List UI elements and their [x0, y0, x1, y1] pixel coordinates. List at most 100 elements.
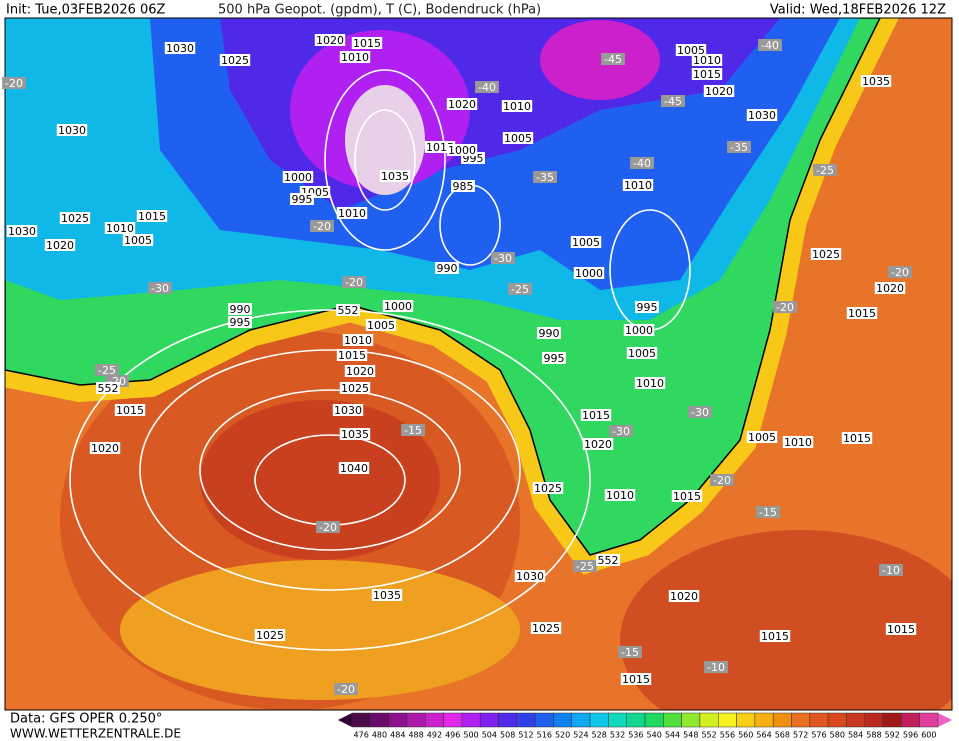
isobar-label: 985	[453, 180, 474, 193]
colorbar-swatch	[772, 712, 792, 728]
height-label: 552	[338, 304, 359, 317]
temperature-label: -35	[536, 171, 554, 184]
isobar-label-box	[573, 267, 605, 279]
isobar-label: 1020	[46, 239, 74, 252]
colorbar-swatch	[443, 712, 463, 728]
height-label-box	[336, 304, 360, 316]
colorbar-label: 524	[573, 731, 588, 740]
isobar-label: 1035	[862, 75, 890, 88]
isobar-label: 1010	[503, 100, 531, 113]
isobar-label-box	[782, 436, 814, 448]
isobar-label-box	[114, 404, 146, 416]
temperature-label: -20	[713, 474, 731, 487]
colorbar-label: 588	[866, 731, 881, 740]
isobar-label-box	[164, 42, 196, 54]
colorbar-swatch	[827, 712, 847, 728]
isobar-label-box	[332, 404, 364, 416]
colorbar-swatch	[370, 712, 389, 728]
temperature-label-box	[888, 266, 912, 278]
colorbar-label: 576	[811, 731, 826, 740]
isobar-label: 1010	[606, 489, 634, 502]
isobar-label-box	[336, 207, 368, 219]
temperature-label-box	[704, 661, 728, 673]
isobar-label: 1025	[221, 54, 249, 67]
colorbar-label: 496	[445, 731, 460, 740]
isobar-label: 1010	[784, 436, 812, 449]
colorbar-swatch	[516, 712, 536, 728]
isobar-label: 1000	[625, 324, 653, 337]
isobar-label-box	[136, 210, 168, 222]
temperature-label-box	[710, 474, 734, 486]
colorbar-label: 480	[372, 731, 387, 740]
isobar-label-box	[446, 144, 478, 156]
isobar-label-box	[339, 51, 371, 63]
temperature-label: -45	[604, 53, 622, 66]
colorbar-label: 560	[738, 731, 753, 740]
isobar-label: 1015	[116, 404, 144, 417]
isobar-label: 1005	[572, 236, 600, 249]
temperature-label: -10	[882, 564, 900, 577]
colorbar-label: 516	[537, 731, 552, 740]
colorbar-swatch	[699, 712, 719, 728]
height-label-box	[596, 554, 620, 566]
isobar-label: 1035	[381, 170, 409, 183]
temperature-label: -25	[511, 283, 529, 296]
isobar-label: 1020	[346, 365, 374, 378]
isobar-label: 1025	[812, 248, 840, 261]
isobar-label: 1025	[341, 382, 369, 395]
colorbar-label: 580	[830, 731, 845, 740]
isobar-label-box	[351, 37, 383, 49]
isobar-label: 1035	[373, 589, 401, 602]
isobar-label-box	[339, 428, 371, 440]
isobar-label-box	[338, 462, 370, 474]
temperature-label-box	[601, 53, 625, 65]
isobar-label: 1010	[344, 334, 372, 347]
temperature-label-box	[316, 521, 340, 533]
colorbar-label: 492	[427, 731, 442, 740]
colorbar-label: 564	[756, 731, 771, 740]
isobar-label-box	[885, 623, 917, 635]
temperature-label-box	[756, 506, 780, 518]
temperature-label-box	[688, 406, 712, 418]
isobar-label: 1005	[677, 44, 705, 57]
isobar-label: 1020	[91, 442, 119, 455]
temperature-label: -20	[5, 77, 23, 90]
isobar-label: 1015	[582, 409, 610, 422]
isobar-label: 1000	[575, 267, 603, 280]
isobar-label-box	[290, 193, 314, 205]
colorbar-swatch	[479, 712, 499, 728]
temperature-label-box	[334, 683, 358, 695]
isobar-label: 1015	[673, 490, 701, 503]
temperature-label-box	[95, 364, 119, 376]
temperature-label-box	[609, 425, 633, 437]
temperature-label-box	[879, 564, 903, 576]
temperature-label-box	[813, 164, 837, 176]
colorbar-label: 512	[518, 731, 533, 740]
colorbar-swatch	[608, 712, 627, 728]
temperature-label-box	[573, 560, 597, 572]
colorbar-label: 528	[592, 731, 607, 740]
isobar-label: 1010	[338, 207, 366, 220]
temperature-label: -40	[478, 81, 496, 94]
isobar-label-box	[435, 262, 459, 274]
temperature-label: -35	[730, 141, 748, 154]
temperature-label-box	[758, 39, 782, 51]
temperature-label: -40	[633, 157, 651, 170]
temperature-label-box	[727, 141, 751, 153]
temperature-label: -20	[891, 266, 909, 279]
isobar-label-box	[532, 482, 564, 494]
temperature-label: -20	[319, 521, 337, 534]
isobar-label-box	[582, 438, 614, 450]
temperature-label-box	[310, 220, 334, 232]
temperature-label: -30	[612, 425, 630, 438]
height-label: 552	[598, 554, 619, 567]
colorbar-swatch	[919, 712, 939, 728]
colorbar-swatch	[736, 712, 756, 728]
colorbar-swatch	[388, 712, 408, 728]
site: WWW.WETTERZENTRALE.DE	[10, 727, 181, 741]
isobar-label-box	[675, 44, 707, 56]
isobar-label-box	[622, 179, 654, 191]
temperature-label: -20	[313, 220, 331, 233]
isobar-label-box	[759, 630, 791, 642]
isobar-label: 1030	[748, 109, 776, 122]
